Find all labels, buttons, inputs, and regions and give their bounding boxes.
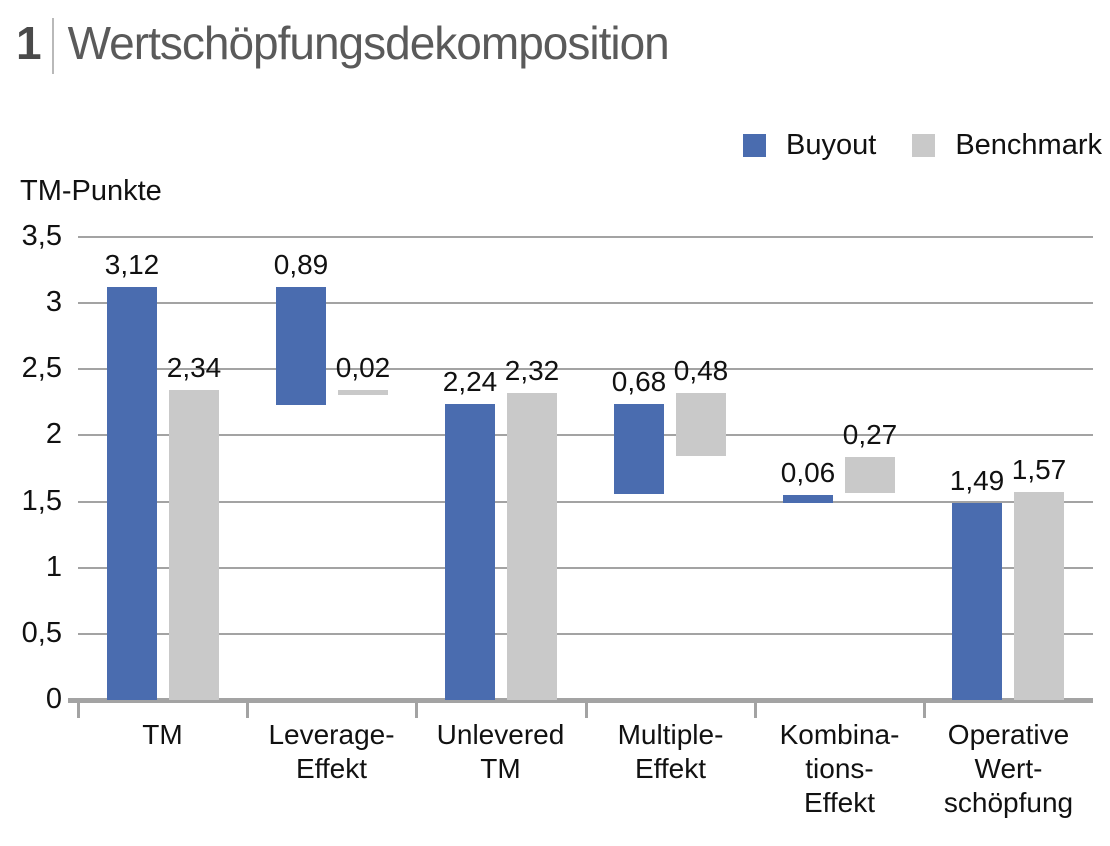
x-category-label-4: Kombina- tions- Effekt (779, 719, 900, 818)
bar-value-label: 0,48 (673, 355, 729, 386)
y-tick-label: 1,5 (21, 485, 62, 517)
gridline (78, 434, 1093, 436)
x-category-label-1: Leverage- Effekt (268, 719, 395, 784)
gridline (78, 302, 1093, 304)
bar-buyout-2 (445, 404, 495, 700)
y-tick-label: 3 (45, 286, 62, 318)
x-category-label-2: Unlevered TM (436, 719, 565, 784)
y-axis-unit-label: TM-Punkte (20, 175, 162, 207)
y-tick-label: 2 (45, 418, 62, 450)
gridline (78, 368, 1093, 370)
x-axis-tick (923, 698, 926, 718)
legend-item-benchmark: Benchmark (912, 129, 1102, 162)
bar-value-label: 1,49 (949, 465, 1005, 496)
x-axis-tick (585, 698, 588, 718)
x-category-label-0: TM (142, 719, 183, 750)
y-tick-label: 2,5 (21, 352, 62, 384)
x-axis-tick (415, 698, 418, 718)
bar-buyout-0 (107, 287, 157, 700)
bar-benchmark-4 (845, 457, 895, 493)
x-category-label-3: Multiple- Effekt (617, 719, 724, 784)
x-axis-tick (246, 698, 249, 718)
chart-legend: Buyout Benchmark (743, 129, 1102, 162)
gridline (78, 633, 1093, 635)
gridline (78, 567, 1093, 569)
bar-value-label: 0,89 (273, 249, 329, 280)
bar-benchmark-3 (676, 393, 726, 456)
y-tick-label: 3,5 (21, 220, 62, 252)
buyout-swatch-icon (743, 134, 767, 157)
legend-label-buyout: Buyout (786, 129, 877, 161)
bar-value-label: 0,68 (611, 366, 667, 397)
bar-buyout-3 (614, 404, 664, 494)
bar-value-label: 2,32 (504, 355, 560, 386)
bar-value-label: 0,02 (335, 352, 391, 383)
figure-number: 1 (16, 17, 42, 69)
bar-buyout-1 (276, 287, 326, 405)
bar-benchmark-5 (1014, 492, 1064, 700)
bar-value-label: 0,06 (780, 457, 836, 488)
y-tick-label: 0 (45, 683, 62, 715)
gridline (78, 236, 1093, 238)
legend-item-buyout: Buyout (743, 129, 876, 162)
bar-benchmark-2 (507, 393, 557, 700)
bar-value-label: 0,27 (842, 419, 898, 450)
x-category-label-5: Operative Wert- schöpfung (943, 719, 1074, 818)
x-axis-tick (77, 698, 80, 718)
y-tick-label: 0,5 (21, 617, 62, 649)
gridline (78, 501, 1093, 503)
bar-buyout-5 (952, 503, 1002, 700)
x-axis-tick (754, 698, 757, 718)
bar-benchmark-0 (169, 390, 219, 700)
bar-value-label: 3,12 (104, 249, 160, 280)
bar-buyout-4 (783, 495, 833, 503)
legend-label-benchmark: Benchmark (955, 129, 1102, 161)
x-axis-line (68, 698, 1093, 703)
bar-value-label: 2,24 (442, 366, 498, 397)
benchmark-swatch-icon (912, 134, 936, 157)
y-tick-label: 1 (45, 551, 62, 583)
bar-benchmark-1 (338, 390, 388, 395)
bar-value-label: 1,57 (1011, 454, 1067, 485)
bar-value-label: 2,34 (166, 352, 222, 383)
figure-header: 1 Wertschöpfungsdekomposition (16, 16, 670, 74)
figure-title: Wertschöpfungsdekomposition (67, 17, 670, 69)
header-separator (51, 18, 54, 74)
